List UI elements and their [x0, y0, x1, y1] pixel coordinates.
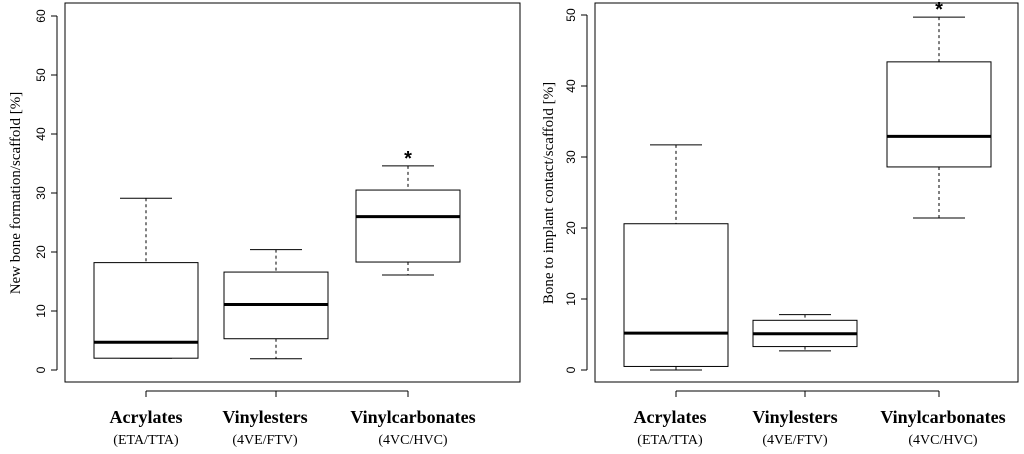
significance-marker: * — [404, 148, 412, 170]
category-label: Vinylesters — [752, 407, 837, 427]
y-tick-label: 20 — [34, 245, 48, 259]
y-tick-label: 60 — [34, 9, 48, 23]
y-tick-label: 40 — [34, 127, 48, 141]
y-tick-label: 0 — [34, 366, 48, 373]
category-sublabel: (4VE/FTV) — [762, 433, 828, 448]
category-sublabel: (ETA/TTA) — [637, 433, 703, 448]
y-tick-label: 30 — [34, 186, 48, 200]
iqr-box — [623, 223, 729, 367]
category-label: Acrylates — [110, 407, 183, 427]
panel-2: 0 10 20 30 40 50 Bone to implant contact/scaff… — [541, 0, 1019, 448]
box-acrylates: Acrylates (ETA/TTA) — [93, 197, 199, 448]
iqr-box — [93, 262, 199, 359]
category-label: Vinylesters — [222, 407, 307, 427]
category-sublabel: (4VC/HVC) — [378, 433, 448, 448]
box-vinylcarbonates: * Vinylcarbonates (4VC/HVC) — [880, 0, 1005, 448]
y-tick-label: 50 — [34, 68, 48, 82]
category-label: Vinylcarbonates — [880, 407, 1005, 427]
panel-1: 0 10 20 30 40 50 60 New bone formation/scaffold… — [8, 2, 521, 448]
plot-frame — [64, 2, 521, 383]
category-sublabel: (4VC/HVC) — [908, 433, 978, 448]
category-label: Vinylcarbonates — [350, 407, 475, 427]
y-tick-label: 10 — [564, 292, 578, 306]
category-label: Acrylates — [634, 407, 707, 427]
y-tick-label: 10 — [34, 304, 48, 318]
category-sublabel: (ETA/TTA) — [113, 433, 179, 448]
y-tick-label: 30 — [564, 150, 578, 164]
box-vinylesters: Vinylesters (4VE/FTV) — [752, 314, 858, 448]
iqr-box — [355, 189, 461, 263]
box-vinylcarbonates: * Vinylcarbonates (4VC/HVC) — [350, 148, 475, 448]
iqr-box — [886, 61, 992, 168]
y-tick-label: 20 — [564, 221, 578, 235]
y-axis-title: New bone formation/scaffold [%] — [8, 92, 24, 295]
box-acrylates: Acrylates (ETA/TTA) — [623, 144, 729, 448]
significance-marker: * — [935, 0, 943, 21]
y-tick-label: 0 — [564, 366, 578, 373]
y-axis-title: Bone to implant contact/scaffold [%] — [541, 82, 557, 304]
category-sublabel: (4VE/FTV) — [232, 433, 298, 448]
box-vinylesters: Vinylesters (4VE/FTV) — [222, 249, 329, 448]
plot-frame — [594, 2, 1019, 383]
y-tick-label: 40 — [564, 79, 578, 93]
y-tick-label: 50 — [564, 8, 578, 22]
